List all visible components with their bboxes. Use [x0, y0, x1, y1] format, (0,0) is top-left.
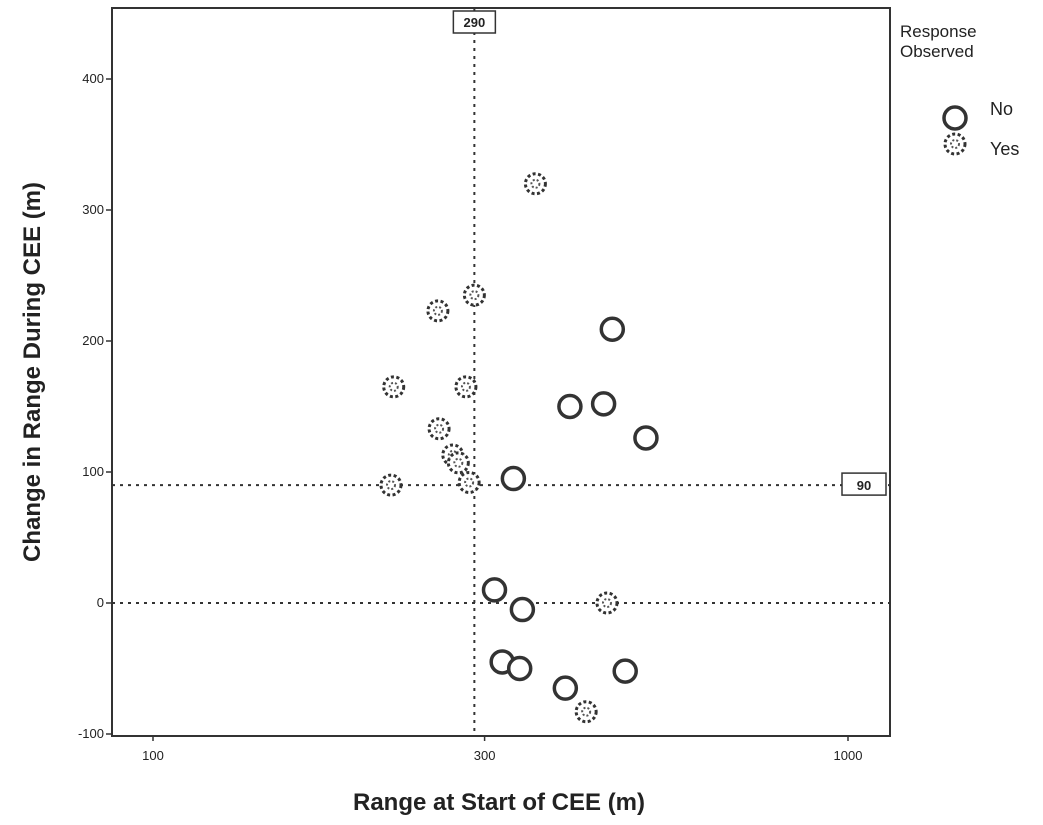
marker-core	[388, 381, 399, 392]
point-no-response	[509, 596, 536, 623]
point-response	[382, 375, 406, 399]
marker-core	[434, 423, 445, 434]
point-response	[457, 470, 481, 494]
y-tick-label: 100	[82, 464, 104, 479]
point-response	[379, 473, 403, 497]
data-points	[379, 172, 659, 724]
point-no-response	[633, 425, 659, 451]
x-tick-label: 300	[474, 748, 496, 763]
point-no-response	[552, 675, 579, 701]
x-tick-label: 100	[142, 748, 164, 763]
marker-core	[469, 290, 480, 301]
legend-label-yes: Yes	[990, 139, 1019, 159]
y-tick-label: 200	[82, 333, 104, 348]
marker-ring	[457, 470, 481, 494]
legend-title: Response Observed	[900, 22, 977, 61]
point-no-response	[590, 391, 617, 417]
y-tick-label: -100	[78, 726, 104, 741]
marker-core	[432, 305, 443, 316]
marker-ring	[595, 591, 619, 615]
legend-label-no: No	[990, 99, 1013, 119]
marker-core	[460, 381, 471, 392]
marker-ring	[943, 132, 967, 156]
point-response	[426, 299, 450, 323]
point-no-response	[481, 577, 508, 603]
point-response	[446, 451, 470, 475]
marker-core	[950, 139, 960, 149]
point-no-response	[557, 393, 583, 420]
point-no-response	[599, 316, 626, 342]
marker-ring	[462, 283, 486, 307]
axis-ticks: 100 300 1000 -100 0 100 200 300 400	[78, 71, 862, 763]
marker-ring	[454, 375, 478, 399]
y-axis-title: Change in Range During CEE (m)	[19, 182, 46, 562]
marker-ring	[590, 391, 617, 417]
marker-ring	[557, 393, 583, 420]
plot-frame	[111, 7, 891, 737]
reference-lines: 290 90	[112, 8, 890, 736]
legend-marker-no	[942, 105, 968, 131]
marker-core	[581, 706, 592, 717]
point-response	[574, 700, 598, 724]
legend: Response Observed No Yes	[900, 22, 1019, 159]
x-axis-title: Range at Start of CEE (m)	[353, 789, 645, 816]
x-tick-label: 1000	[834, 748, 863, 763]
point-response	[523, 172, 547, 196]
marker-ring	[612, 658, 638, 684]
reference-label-x: 290	[464, 15, 486, 30]
marker-ring	[426, 299, 450, 323]
marker-ring	[481, 577, 508, 603]
marker-core	[385, 480, 396, 491]
marker-ring	[633, 425, 659, 451]
legend-marker-yes	[943, 132, 967, 156]
point-response	[427, 417, 451, 441]
y-tick-label: 0	[97, 595, 104, 610]
marker-ring	[523, 172, 547, 196]
point-response	[462, 283, 486, 307]
reference-label-y: 90	[857, 478, 871, 493]
marker-ring	[942, 105, 968, 131]
y-tick-label: 400	[82, 71, 104, 86]
marker-ring	[427, 417, 451, 441]
marker-ring	[509, 596, 536, 623]
point-no-response	[506, 655, 533, 682]
marker-ring	[446, 451, 470, 475]
marker-ring	[506, 655, 533, 682]
marker-ring	[382, 375, 406, 399]
marker-core	[453, 457, 464, 468]
marker-ring	[599, 316, 626, 342]
marker-ring	[552, 675, 579, 701]
marker-core	[601, 598, 612, 608]
legend-items: No Yes	[942, 99, 1019, 159]
y-tick-label: 300	[82, 202, 104, 217]
marker-core	[530, 178, 541, 189]
reference-label-box	[452, 10, 497, 34]
point-no-response	[612, 658, 638, 684]
point-response	[595, 591, 619, 615]
marker-ring	[379, 473, 403, 497]
point-response	[454, 375, 478, 399]
point-no-response	[500, 465, 527, 492]
marker-ring	[500, 465, 527, 492]
marker-core	[464, 477, 475, 488]
reference-label-box	[841, 472, 887, 496]
marker-ring	[574, 700, 598, 724]
